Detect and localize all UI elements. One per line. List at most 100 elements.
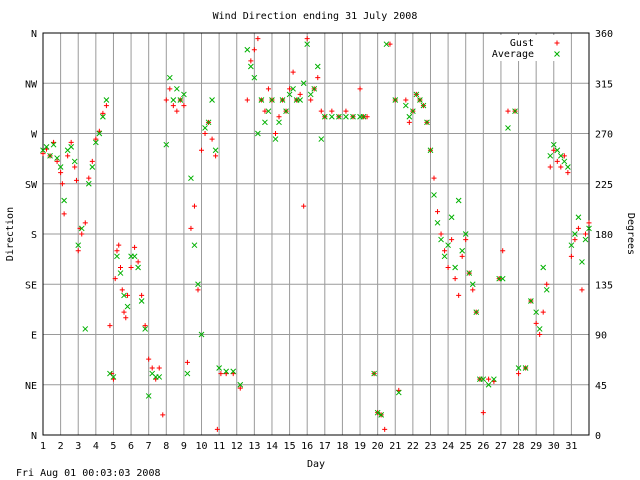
gust-point <box>304 36 310 42</box>
y-tick-label-left: SW <box>25 180 38 191</box>
average-point <box>371 370 377 377</box>
gust-point <box>364 114 370 120</box>
average-point <box>424 119 430 126</box>
average-point <box>572 231 578 237</box>
gust-point <box>188 225 194 231</box>
average-point <box>304 41 311 48</box>
average-point <box>174 85 180 92</box>
gust-point <box>255 36 261 42</box>
average-point <box>383 41 390 48</box>
gust-point <box>251 47 257 53</box>
average-point <box>374 409 381 416</box>
average-point <box>540 264 547 271</box>
average-point <box>276 119 282 126</box>
gust-point <box>272 131 278 136</box>
average-point <box>138 298 145 304</box>
average-point <box>565 164 571 170</box>
average-point <box>452 264 458 271</box>
x-tick-label: 16 <box>301 441 313 452</box>
average-point <box>336 113 342 120</box>
x-tick-label: 22 <box>407 441 419 452</box>
gust-point <box>100 110 106 116</box>
gust-point <box>544 281 550 287</box>
gust-point <box>68 139 74 145</box>
average-point <box>191 242 198 249</box>
average-point <box>318 136 325 142</box>
gust-point <box>202 131 208 136</box>
average-point <box>586 225 592 232</box>
gust-point <box>290 69 296 75</box>
average-point <box>561 158 568 165</box>
gust-point <box>146 356 152 362</box>
x-tick-label: 29 <box>530 441 542 452</box>
average-point <box>473 309 480 316</box>
average-point <box>406 113 413 120</box>
average-point <box>188 175 194 182</box>
gust-point <box>128 265 134 270</box>
average-point <box>117 270 124 276</box>
gust-point <box>505 108 511 114</box>
gust-point <box>582 231 588 237</box>
gust-point <box>554 158 560 164</box>
legend-background <box>484 35 566 61</box>
average-point <box>258 97 265 103</box>
average-point <box>554 147 561 154</box>
average-point <box>311 85 318 92</box>
gust-point <box>262 108 268 114</box>
gust-point <box>73 177 79 183</box>
y-tick-label-right: 135 <box>595 280 613 291</box>
average-point <box>121 292 127 299</box>
y-tick-label-left: E <box>31 331 37 342</box>
average-point <box>441 253 448 260</box>
gust-point <box>318 108 324 114</box>
x-tick-label: 21 <box>389 441 401 452</box>
data-points <box>40 36 592 432</box>
series-average <box>40 41 592 418</box>
gust-point <box>199 147 205 153</box>
average-point <box>142 326 149 332</box>
gust-point <box>382 426 388 432</box>
gust-point <box>58 170 64 176</box>
average-point <box>114 253 120 260</box>
gust-point <box>387 41 393 47</box>
gust-point <box>82 220 88 226</box>
gust-point <box>65 153 71 159</box>
average-point <box>462 231 469 237</box>
gust-point <box>149 365 155 371</box>
average-point <box>216 365 222 371</box>
average-point <box>163 141 170 148</box>
average-point <box>170 97 177 103</box>
gust-point <box>107 323 113 329</box>
average-point <box>247 63 254 70</box>
average-point <box>212 147 219 154</box>
average-point <box>297 97 304 103</box>
average-point <box>395 389 402 396</box>
gust-point <box>537 332 543 337</box>
average-point <box>205 119 212 126</box>
gust-point <box>139 292 145 298</box>
average-point <box>528 298 534 304</box>
average-point <box>499 275 506 282</box>
average-point <box>195 281 201 288</box>
gust-point <box>214 426 220 432</box>
average-point <box>480 376 487 383</box>
average-point <box>47 152 53 159</box>
average-point <box>223 368 230 375</box>
gust-point <box>449 237 455 243</box>
gust-point <box>329 108 335 114</box>
average-point <box>314 63 321 70</box>
x-tick-label: 5 <box>110 441 116 452</box>
average-point <box>103 97 110 103</box>
average-point <box>402 102 409 109</box>
legend-marker-gust <box>554 40 560 46</box>
average-point <box>485 381 492 388</box>
average-point <box>124 303 131 310</box>
gust-point <box>135 259 141 265</box>
average-point <box>75 242 82 249</box>
y-tick-label-left: N <box>31 431 37 442</box>
gust-point <box>403 97 409 103</box>
x-tick-label: 26 <box>477 441 489 452</box>
x-tick-label: 1 <box>40 441 46 452</box>
gust-point <box>442 248 448 254</box>
